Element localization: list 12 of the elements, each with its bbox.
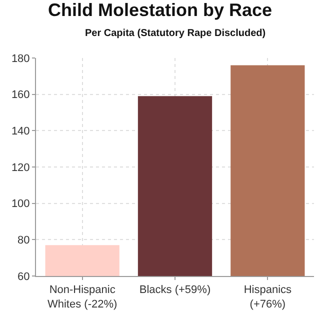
y-tick-label: 100 [11, 198, 30, 210]
y-tick-label: 80 [18, 234, 30, 247]
chart-subtitle: Per Capita (Statutory Rape Discluded) [85, 28, 266, 39]
y-tick-label: 120 [11, 162, 30, 174]
y-tick-label: 60 [18, 270, 30, 283]
y-tick-label: 140 [11, 126, 30, 138]
y-tick-label: 180 [11, 52, 30, 65]
x-tick-label: Hispanics (+76%) [244, 284, 292, 310]
x-tick-label: Blacks (+59%) [139, 284, 211, 296]
chart-title: Child Molestation by Race [48, 0, 272, 20]
y-tick-label: 160 [11, 89, 30, 102]
x-tick-label: Non-Hispanic Whites (-22%) [47, 284, 118, 310]
